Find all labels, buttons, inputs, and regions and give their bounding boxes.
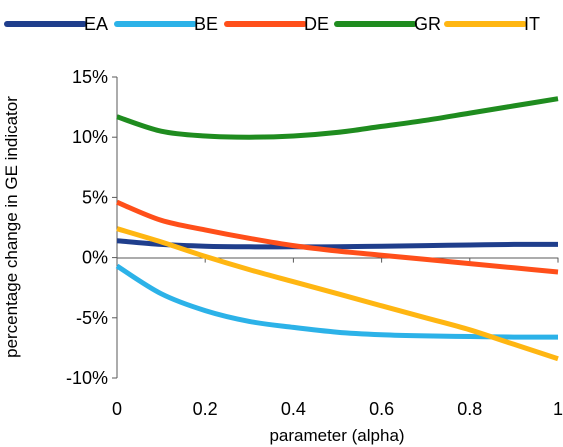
series-line-be: [115, 263, 559, 340]
legend-label: BE: [194, 14, 218, 34]
legend: EA BE DE GR IT: [4, 14, 540, 34]
series-line-it: [116, 226, 559, 362]
x-tick-label: 1: [553, 399, 563, 419]
x-tick-label: 0.6: [369, 399, 394, 419]
plot-area: -10% -5% 0% 5% 10% 15% 0 0.2 0.4 0.6 0.8 1: [66, 67, 563, 419]
series-line-ea: [116, 238, 559, 250]
y-tick-label: 0%: [82, 248, 108, 268]
x-tick-label: 0.2: [193, 399, 218, 419]
x-tick-label: 0: [112, 399, 122, 419]
legend-item-it: IT: [444, 14, 540, 34]
series-line-gr: [116, 96, 559, 140]
legend-label: IT: [524, 14, 540, 34]
legend-item-de: DE: [224, 14, 329, 34]
legend-label: EA: [84, 14, 108, 34]
legend-label: DE: [304, 14, 329, 34]
legend-item-be: BE: [114, 14, 218, 34]
x-axis-title: parameter (alpha): [269, 426, 404, 445]
legend-item-ea: EA: [4, 14, 108, 34]
y-tick-label: -10%: [66, 368, 108, 388]
x-tick-label: 0.4: [281, 399, 306, 419]
series-lines: [115, 96, 559, 362]
x-axis-ticks: 0 0.2 0.4 0.6 0.8 1: [112, 257, 563, 419]
y-axis-ticks: -10% -5% 0% 5% 10% 15%: [66, 67, 117, 388]
y-axis-title: percentage change in GE indicator: [2, 96, 21, 358]
y-tick-label: 10%: [72, 127, 108, 147]
y-tick-label: -5%: [76, 308, 108, 328]
legend-label: GR: [414, 14, 441, 34]
y-tick-label: 15%: [72, 67, 108, 87]
series-line-de: [116, 199, 559, 275]
x-tick-label: 0.8: [457, 399, 482, 419]
legend-item-gr: GR: [334, 14, 441, 34]
y-tick-label: 5%: [82, 187, 108, 207]
